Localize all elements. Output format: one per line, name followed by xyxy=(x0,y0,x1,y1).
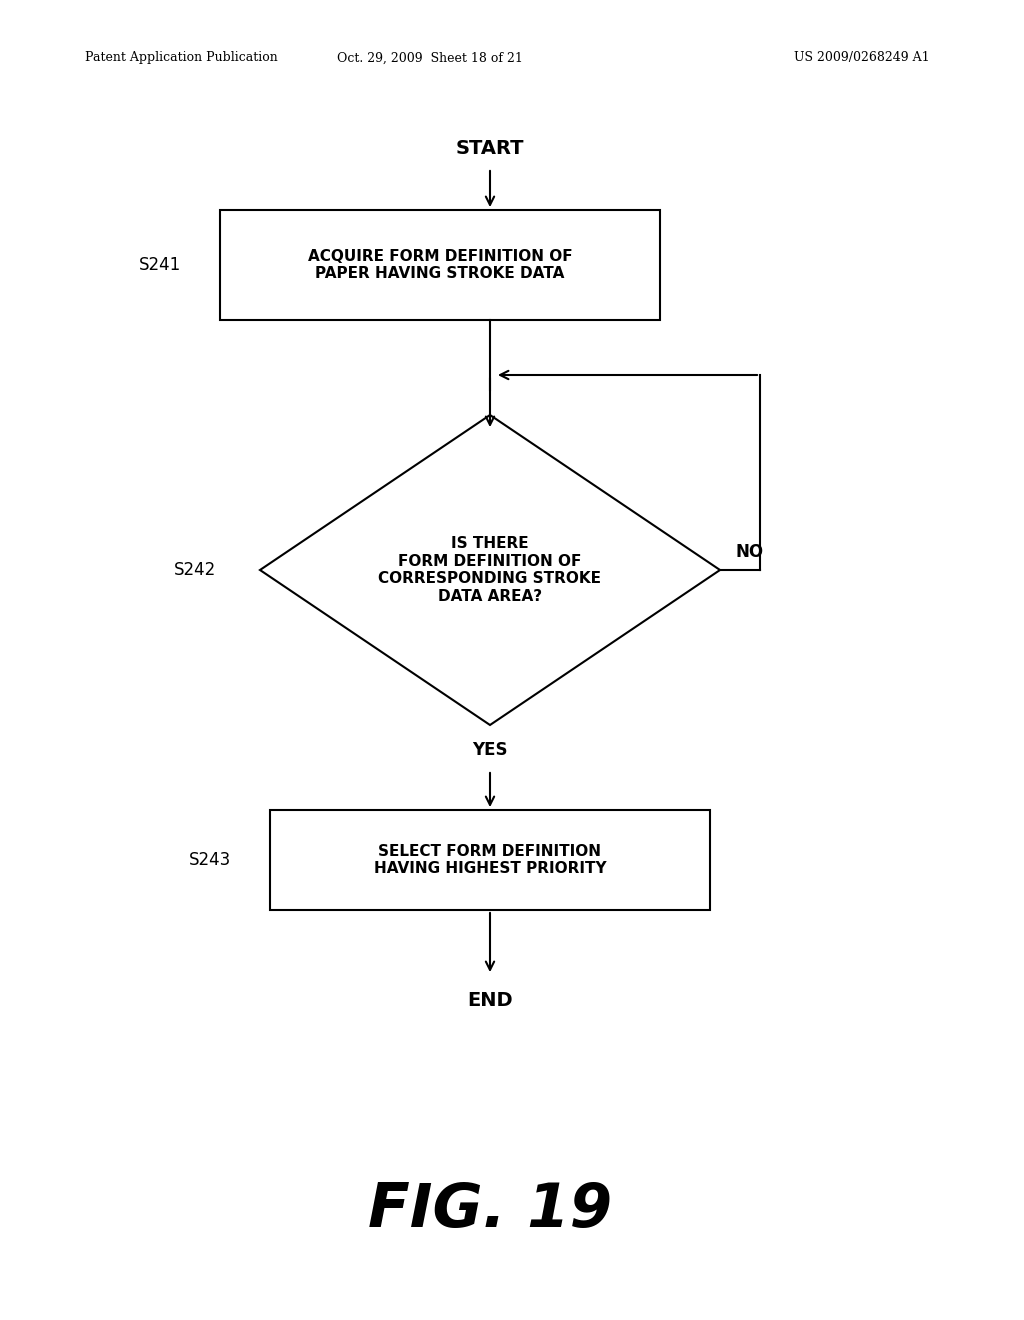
Bar xyxy=(220,210,660,319)
Text: Patent Application Publication: Patent Application Publication xyxy=(85,51,278,65)
Polygon shape xyxy=(260,414,720,725)
Text: S242: S242 xyxy=(174,561,216,579)
Text: IS THERE
FORM DEFINITION OF
CORRESPONDING STROKE
DATA AREA?: IS THERE FORM DEFINITION OF CORRESPONDIN… xyxy=(379,536,601,603)
Text: ACQUIRE FORM DEFINITION OF
PAPER HAVING STROKE DATA: ACQUIRE FORM DEFINITION OF PAPER HAVING … xyxy=(307,248,572,281)
Text: NO: NO xyxy=(736,543,764,561)
Text: SELECT FORM DEFINITION
HAVING HIGHEST PRIORITY: SELECT FORM DEFINITION HAVING HIGHEST PR… xyxy=(374,843,606,876)
Text: S241: S241 xyxy=(139,256,181,275)
Text: START: START xyxy=(456,139,524,157)
Text: YES: YES xyxy=(472,741,508,759)
Text: END: END xyxy=(467,990,513,1010)
Bar xyxy=(270,810,710,909)
Text: FIG. 19: FIG. 19 xyxy=(368,1180,612,1239)
Text: Oct. 29, 2009  Sheet 18 of 21: Oct. 29, 2009 Sheet 18 of 21 xyxy=(337,51,523,65)
Text: US 2009/0268249 A1: US 2009/0268249 A1 xyxy=(795,51,930,65)
Text: S243: S243 xyxy=(188,851,231,869)
